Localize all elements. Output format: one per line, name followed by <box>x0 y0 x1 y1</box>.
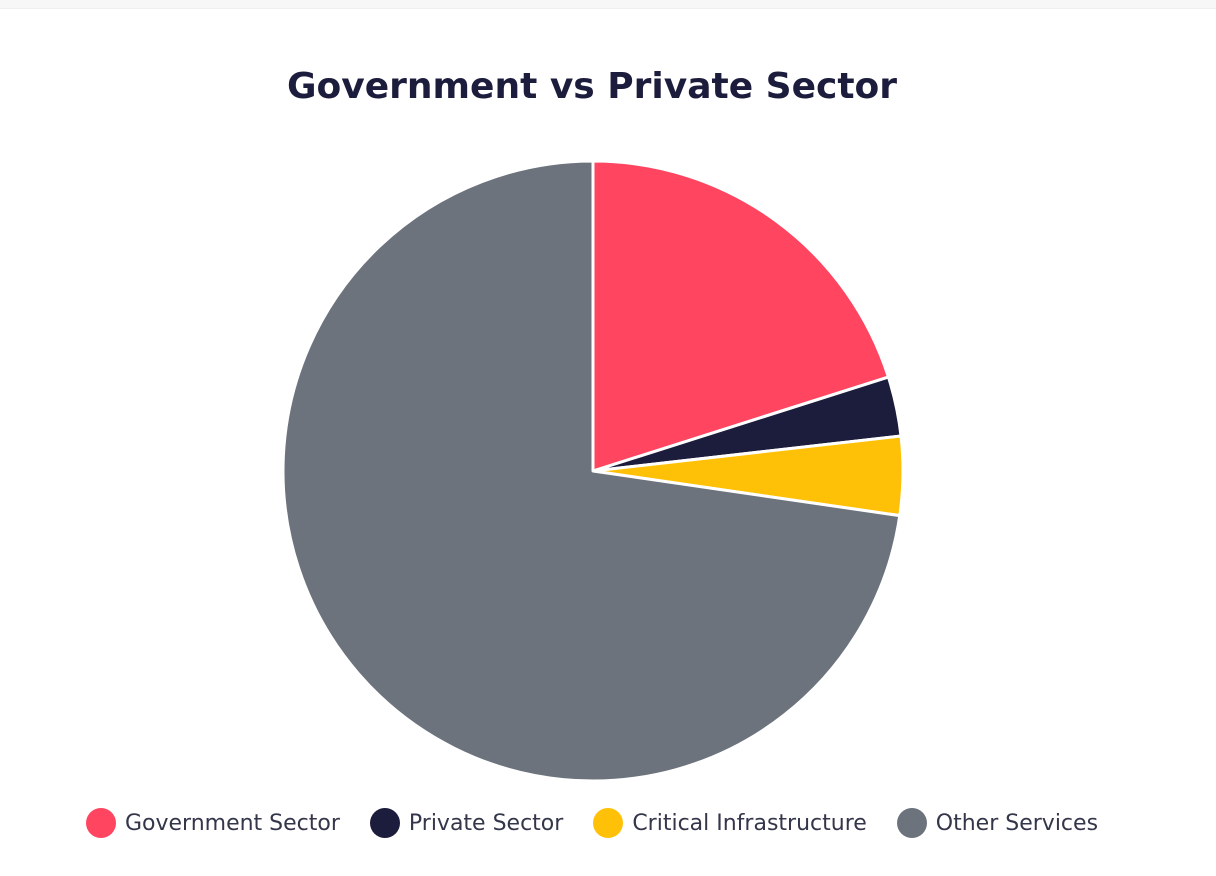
legend-label: Other Services <box>935 810 1099 836</box>
legend-marker <box>85 808 116 838</box>
chart-legend: Government Sector Private Sector Critica… <box>0 808 1184 838</box>
top-border <box>0 0 1216 9</box>
legend-item-private-sector[interactable]: Private Sector <box>369 808 564 838</box>
pie-slice-other-services[interactable] <box>281 159 902 783</box>
legend-marker <box>896 808 927 838</box>
legend-label: Critical Infrastructure <box>632 810 867 836</box>
legend-label: Government Sector <box>124 810 340 836</box>
legend-item-other-services[interactable]: Other Services <box>896 808 1099 838</box>
legend-marker <box>593 808 624 838</box>
legend-item-critical-infrastructure[interactable]: Critical Infrastructure <box>593 808 867 838</box>
pie-slice-government-sector[interactable] <box>591 159 890 473</box>
legend-label: Private Sector <box>408 810 564 836</box>
legend-marker <box>369 808 400 838</box>
legend-item-government-sector[interactable]: Government Sector <box>85 808 340 838</box>
chart-title: Government vs Private Sector <box>286 66 898 107</box>
